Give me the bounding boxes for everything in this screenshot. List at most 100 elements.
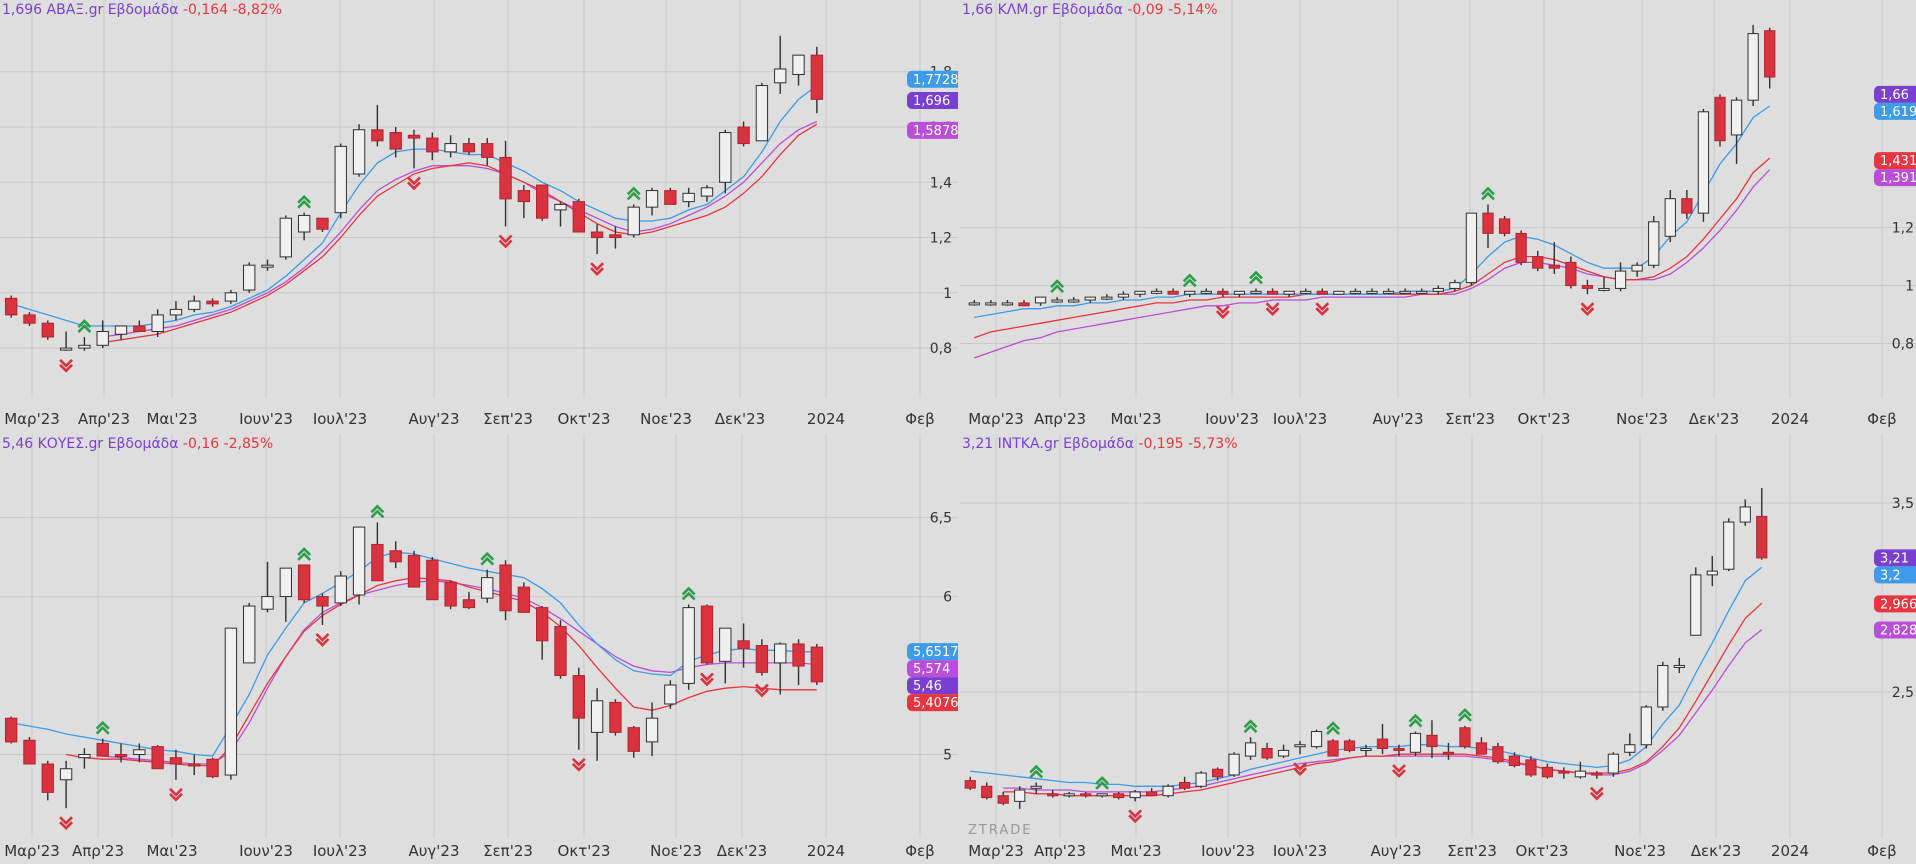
candle-body bbox=[188, 300, 201, 310]
candle-body bbox=[1366, 290, 1378, 294]
candle-body bbox=[517, 190, 531, 203]
candle-body bbox=[1657, 664, 1669, 708]
price-badge-label: 5,6517 bbox=[913, 645, 958, 660]
candle-body bbox=[1316, 290, 1328, 295]
candle bbox=[700, 604, 714, 665]
candle bbox=[1327, 739, 1339, 757]
candle bbox=[572, 667, 585, 750]
candle-body bbox=[1068, 299, 1080, 303]
candle-body bbox=[1648, 221, 1660, 266]
candle-body bbox=[1690, 574, 1702, 636]
candle-body bbox=[1233, 290, 1246, 295]
candle bbox=[1034, 296, 1047, 306]
candle-body bbox=[572, 201, 585, 233]
signal-up-arrow-icon bbox=[370, 504, 385, 519]
candle-body bbox=[1376, 738, 1389, 750]
candle bbox=[1459, 725, 1471, 749]
price-tick-label: 3,5 bbox=[1892, 496, 1914, 512]
candle bbox=[1266, 288, 1279, 295]
x-axis-label: Φεβ bbox=[905, 842, 935, 860]
candle-body bbox=[700, 187, 714, 197]
ma-mid-line bbox=[102, 123, 818, 344]
candle bbox=[719, 627, 732, 684]
chart-koues[interactable]: 5 6 6,5 5,6517 5,574 5,46 5,4076 Μαρ'23 Απρ'23 Μα… bbox=[0, 434, 958, 864]
candle bbox=[334, 571, 347, 607]
chart-title-part: 5,46 bbox=[2, 436, 38, 452]
candle-body bbox=[1459, 727, 1471, 748]
signal-up-arrow-icon bbox=[77, 319, 92, 333]
price-badge-label: 3,2 bbox=[1880, 568, 1901, 583]
candle-body bbox=[719, 132, 732, 183]
candle-body bbox=[407, 555, 421, 588]
candle bbox=[261, 259, 274, 271]
candle-body bbox=[316, 596, 329, 607]
candle-body bbox=[810, 646, 824, 683]
candle-body bbox=[206, 300, 219, 305]
candle-body bbox=[1482, 212, 1494, 234]
candle-body bbox=[755, 85, 769, 142]
candle-body bbox=[737, 640, 750, 650]
chart-intka[interactable]: 2,5 3,5 3,21 3,2 2,9667 2,828 Μαρ'23 Απρ'23 Μαι'… bbox=[960, 434, 1916, 864]
x-axis-label: Αυγ'23 bbox=[408, 410, 459, 428]
candle bbox=[981, 782, 993, 800]
candle-body bbox=[334, 575, 347, 604]
candle bbox=[151, 745, 164, 770]
candle bbox=[1228, 752, 1240, 777]
candle-body bbox=[371, 543, 384, 582]
price-badge-label: 2,9667 bbox=[1880, 597, 1916, 612]
candle bbox=[1673, 657, 1685, 674]
signal-down-arrow-icon bbox=[590, 262, 605, 276]
candle bbox=[1681, 189, 1693, 219]
candle bbox=[407, 550, 421, 588]
candle-body bbox=[1697, 111, 1710, 214]
candle-body bbox=[554, 626, 567, 677]
candle-body bbox=[297, 214, 311, 233]
candle-body bbox=[1277, 749, 1290, 757]
x-axis-label: Μαρ'23 bbox=[968, 842, 1024, 860]
x-axis-label: Σεπ'23 bbox=[483, 842, 533, 860]
candle bbox=[316, 593, 329, 625]
candle-body bbox=[444, 581, 457, 607]
x-axis-label: Απρ'23 bbox=[78, 410, 130, 428]
chart-klm[interactable]: 0,8 1 1,2 1,66 1,6196 1,4314 1,3912 Μαρ'23 Απρ'2… bbox=[960, 0, 1916, 432]
candle-body bbox=[1614, 270, 1627, 289]
price-tick-label: 1,2 bbox=[1892, 221, 1914, 237]
chart-avax[interactable]: 0,811,21,41,61,81,77281,6961,5878Μαρ'23Α… bbox=[0, 0, 958, 432]
candle bbox=[41, 760, 54, 801]
candle bbox=[1014, 786, 1026, 809]
candle-body bbox=[426, 559, 439, 601]
candle-body bbox=[1150, 290, 1163, 294]
candle bbox=[1548, 242, 1560, 274]
candle-body bbox=[1030, 785, 1042, 789]
candle bbox=[1150, 288, 1163, 295]
candle-body bbox=[1541, 766, 1553, 778]
price-badge: 1,5878 bbox=[907, 121, 958, 139]
candle-body bbox=[1664, 198, 1676, 237]
candle bbox=[188, 754, 201, 776]
candle bbox=[719, 129, 732, 194]
candle bbox=[609, 226, 622, 249]
price-tick-label: 1,2 bbox=[930, 231, 952, 247]
candle bbox=[481, 138, 494, 166]
candle bbox=[1565, 256, 1577, 289]
candle-body bbox=[700, 605, 714, 664]
x-axis-label: Νοε'23 bbox=[1614, 842, 1666, 860]
candle-body bbox=[1310, 731, 1323, 748]
candle bbox=[1631, 262, 1643, 277]
signal-down-arrow-icon bbox=[1580, 302, 1595, 317]
candle-body bbox=[1673, 664, 1685, 668]
candle bbox=[297, 564, 311, 603]
x-axis-label: Φεβ bbox=[1867, 842, 1897, 860]
candle-body bbox=[279, 567, 292, 598]
candle bbox=[517, 185, 531, 219]
chart-title-part: ΚΛΜ.gr bbox=[998, 2, 1052, 18]
candle-body bbox=[1327, 740, 1339, 757]
candle-body bbox=[1014, 789, 1026, 802]
candle-body bbox=[517, 586, 531, 613]
chart-title-part: Εβδομάδα bbox=[1063, 436, 1138, 452]
candle-body bbox=[981, 785, 993, 799]
candle-body bbox=[224, 292, 238, 302]
candle-body bbox=[719, 627, 732, 662]
candle bbox=[23, 312, 36, 326]
candle-body bbox=[78, 754, 91, 759]
